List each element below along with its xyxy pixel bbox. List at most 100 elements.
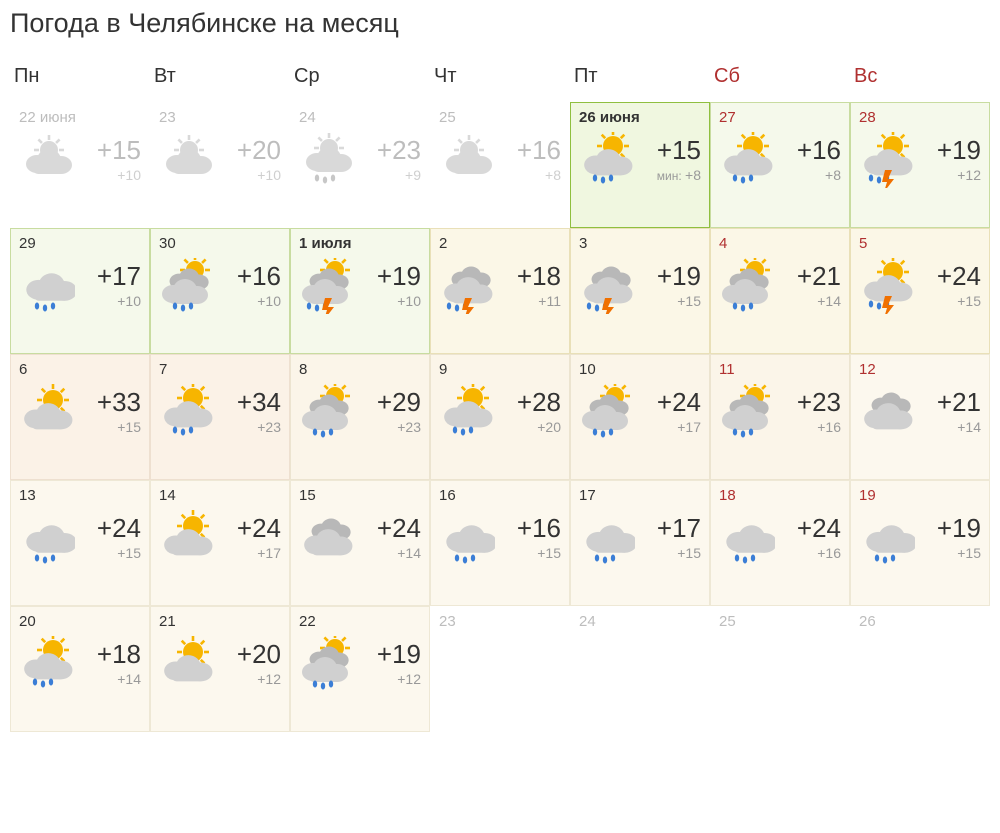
weather-icon (859, 132, 915, 188)
temp-low: +10 (219, 293, 281, 309)
day-cell[interactable]: 14 +24 +17 (150, 480, 290, 606)
day-cell[interactable]: 8 +29+23 (290, 354, 430, 480)
temp-low-value: +15 (957, 545, 981, 561)
day-cell[interactable]: 25 +16+8 (430, 102, 570, 228)
weather-icon (579, 510, 635, 566)
temp-low-value: +10 (257, 293, 281, 309)
weather-icon (439, 510, 495, 566)
temp-high: +23 (359, 137, 421, 164)
temp-low-value: +9 (405, 167, 421, 183)
temp-low: +23 (219, 419, 281, 435)
date-label: 3 (579, 235, 701, 252)
day-cell[interactable]: 27 +16+8 (710, 102, 850, 228)
temp-low-value: +17 (257, 545, 281, 561)
temp-high: +24 (219, 515, 281, 542)
date-label: 5 (859, 235, 981, 252)
temp-low: +10 (79, 167, 141, 183)
day-cell[interactable]: 20 +18+14 (10, 606, 150, 732)
weather-icon (159, 510, 215, 566)
temp-high: +16 (219, 263, 281, 290)
temp-high: +15 (639, 137, 701, 164)
day-cell[interactable]: 28 +19+12 (850, 102, 990, 228)
day-cell[interactable]: 10 +24+17 (570, 354, 710, 480)
temp-high: +19 (359, 263, 421, 290)
weather-icon (159, 258, 215, 314)
day-cell[interactable]: 5 +24+15 (850, 228, 990, 354)
weather-icon (299, 132, 355, 188)
temp-high: +24 (779, 515, 841, 542)
temp-low: +10 (359, 293, 421, 309)
day-cell[interactable]: 2 +18+11 (430, 228, 570, 354)
day-cell[interactable]: 15 +24+14 (290, 480, 430, 606)
weather-icon (859, 258, 915, 314)
temp-low: +15 (639, 293, 701, 309)
temp-low-value: +20 (537, 419, 561, 435)
date-label: 6 (19, 361, 141, 378)
temp-high: +19 (359, 641, 421, 668)
temp-low: +12 (219, 671, 281, 687)
temp-low-value: +12 (257, 671, 281, 687)
temp-low-value: +10 (117, 293, 141, 309)
day-cell[interactable]: 17 +17+15 (570, 480, 710, 606)
day-cell[interactable]: 1 июля +19+10 (290, 228, 430, 354)
day-cell[interactable]: 4 +21+14 (710, 228, 850, 354)
date-label: 12 (859, 361, 981, 378)
day-cell[interactable]: 13 +24+15 (10, 480, 150, 606)
temp-low-value: +17 (677, 419, 701, 435)
temp-high: +19 (919, 137, 981, 164)
day-cell[interactable]: 19 +19+15 (850, 480, 990, 606)
date-label: 23 (159, 109, 281, 126)
weather-icon (19, 636, 75, 692)
temp-high: +24 (639, 389, 701, 416)
date-label: 26 июня (579, 109, 701, 126)
day-cell[interactable]: 12 +21+14 (850, 354, 990, 480)
day-cell[interactable]: 21 +20+12 (150, 606, 290, 732)
date-label: 2 (439, 235, 561, 252)
weather-icon (859, 384, 915, 440)
day-cell[interactable]: 22 +19+12 (290, 606, 430, 732)
temp-low: +15 (919, 545, 981, 561)
day-cell[interactable]: 18 +24+16 (710, 480, 850, 606)
temp-low-value: +14 (117, 671, 141, 687)
temp-high: +18 (79, 641, 141, 668)
weather-icon (299, 510, 355, 566)
day-header: Вс (850, 59, 990, 102)
date-label: 7 (159, 361, 281, 378)
date-label: 14 (159, 487, 281, 504)
day-cell[interactable]: 7 +34+23 (150, 354, 290, 480)
day-cell[interactable]: 11 +23+16 (710, 354, 850, 480)
date-label: 19 (859, 487, 981, 504)
temp-high: +16 (779, 137, 841, 164)
day-cell[interactable]: 6 +33+15 (10, 354, 150, 480)
temp-low-value: +23 (257, 419, 281, 435)
day-cell-empty: 26 (850, 606, 990, 732)
weather-icon (19, 384, 75, 440)
day-cell[interactable]: 29 +17+10 (10, 228, 150, 354)
temp-low-value: +10 (397, 293, 421, 309)
day-cell[interactable]: 26 июня +15 мин: +8 (570, 102, 710, 228)
temp-low: мин: +8 (639, 167, 701, 183)
day-cell[interactable]: 16 +16+15 (430, 480, 570, 606)
date-label: 29 (19, 235, 141, 252)
day-cell[interactable]: 9 +28+20 (430, 354, 570, 480)
temp-high: +19 (639, 263, 701, 290)
temp-low: +10 (219, 167, 281, 183)
temp-low: +14 (779, 293, 841, 309)
temp-low-value: +15 (117, 419, 141, 435)
day-cell[interactable]: 23 +20+10 (150, 102, 290, 228)
temp-low: +12 (359, 671, 421, 687)
day-cell[interactable]: 30 +16+10 (150, 228, 290, 354)
date-label: 16 (439, 487, 561, 504)
day-header: Ср (290, 59, 430, 102)
day-cell[interactable]: 22 июня +15+10 (10, 102, 150, 228)
weather-icon (19, 132, 75, 188)
weather-icon (439, 258, 495, 314)
calendar-grid: ПнВтСрЧтПтСбВс22 июня +15+1023 +20+1024 … (10, 59, 990, 732)
day-cell[interactable]: 24 +23+9 (290, 102, 430, 228)
temp-high: +24 (919, 263, 981, 290)
day-cell-empty: 25 (710, 606, 850, 732)
temp-low: +20 (499, 419, 561, 435)
temp-low: +8 (779, 167, 841, 183)
day-cell[interactable]: 3 +19 +15 (570, 228, 710, 354)
date-label: 24 (579, 613, 701, 630)
